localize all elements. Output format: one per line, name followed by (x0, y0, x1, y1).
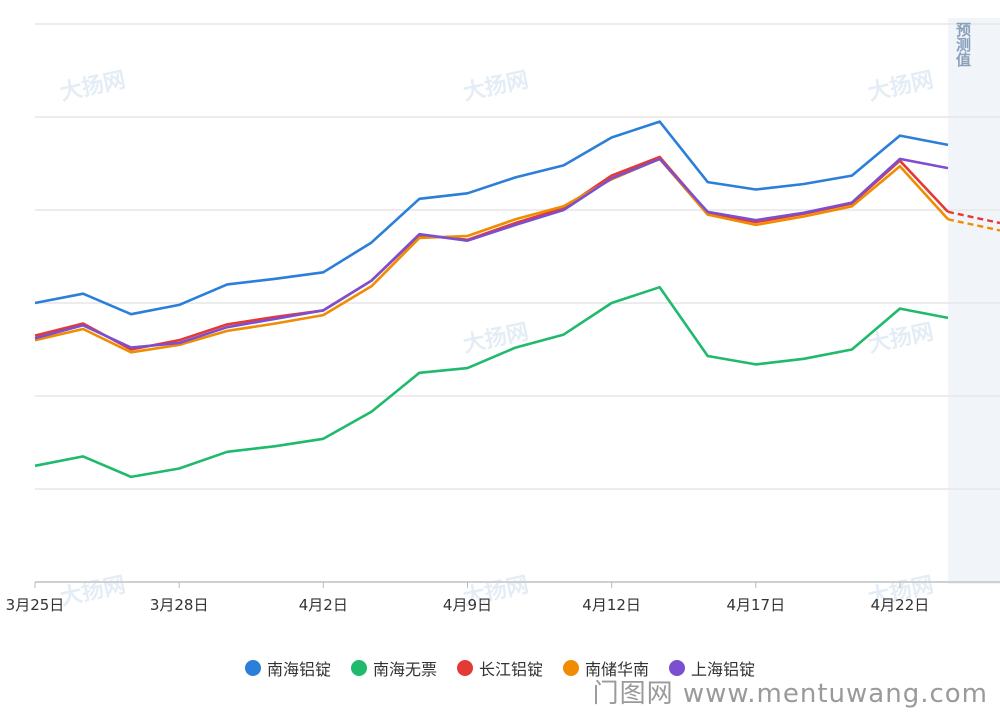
watermark-logo: 大扬网 (866, 68, 936, 106)
legend-dot-icon (456, 660, 473, 676)
watermark-logo: 大扬网 (58, 573, 128, 611)
x-tick-label: 4月12日 (582, 596, 641, 614)
legend-item[interactable]: 南储华南 (563, 656, 649, 680)
legend-dot-icon (244, 660, 261, 676)
legend-item[interactable]: 南海无票 (350, 656, 437, 680)
series-line (34, 157, 949, 349)
legend-dot-icon (563, 660, 579, 676)
x-tick-label: 4月22日 (871, 596, 930, 614)
series-line (34, 285, 949, 479)
legend-dot-icon (350, 660, 367, 676)
legend-item[interactable]: 南海铝锭 (244, 656, 331, 680)
series-forecast-line (947, 210, 1000, 225)
legend-label: 南海无票 (372, 660, 437, 679)
x-tick-label: 4月2日 (299, 596, 348, 614)
series-line (34, 157, 949, 354)
legend-item[interactable]: 长江铝锭 (456, 656, 543, 680)
x-tick-label: 3月25日 (6, 596, 65, 614)
legend-label: 南海铝锭 (266, 660, 331, 679)
watermark-logo: 大扬网 (461, 68, 531, 106)
x-tick-label: 3月28日 (150, 596, 209, 614)
forecast-region (948, 18, 1000, 584)
x-tick-label: 4月17日 (726, 596, 785, 614)
series-layer (34, 120, 1000, 479)
legend-label: 南储华南 (585, 660, 650, 679)
grid-layer (35, 23, 1000, 583)
watermark-logo: 大扬网 (866, 320, 936, 358)
legend-dot-icon (669, 660, 686, 676)
legend-label: 长江铝锭 (478, 660, 543, 679)
legend-item[interactable]: 上海铝锭 (669, 656, 755, 680)
series-line (34, 120, 949, 316)
x-tick-label: 4月9日 (443, 596, 492, 614)
legend-label: 上海铝锭 (691, 660, 756, 679)
watermark-logo: 大扬网 (461, 320, 531, 358)
watermark-logo: 大扬网 (58, 68, 128, 106)
series-forecast-line (947, 218, 1000, 232)
x-axis-ticks: 3月25日 3月28日 4月2日 4月9日 4月12日 4月17日 4月22日 (6, 582, 930, 614)
site-watermark: 门图网 www.mentuwang.com (592, 679, 988, 709)
forecast-label: 预测值 (954, 22, 972, 67)
legend: 南海铝锭 南海无票 长江铝锭 南储华南 上海铝锭 (0, 656, 1000, 680)
